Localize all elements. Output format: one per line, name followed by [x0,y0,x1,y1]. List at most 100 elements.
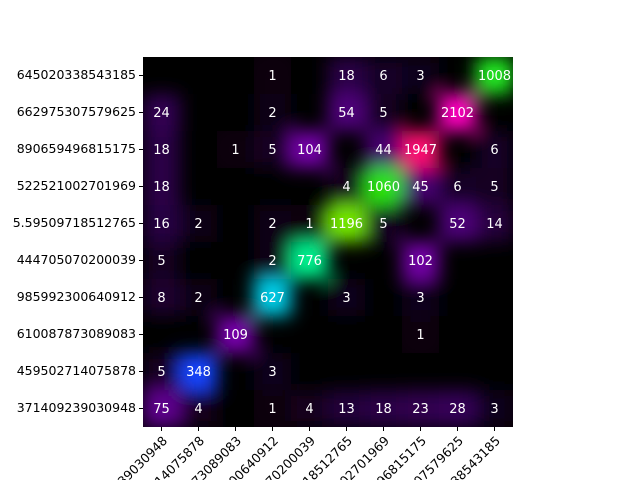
heatmap-cell [291,242,328,279]
cell-annotation: 2 [194,217,202,232]
cell-annotation: 13 [338,402,355,417]
heatmap-cell [143,242,180,279]
heatmap-cell [439,94,476,131]
heatmap-cell [254,279,291,316]
heatmap-cell [180,205,217,242]
heatmap-cell [254,353,291,390]
heatmap-cell [402,316,439,353]
cell-annotation: 52 [449,217,466,232]
y-tick-label: 522521002701969 [17,178,136,193]
heatmap-cell [365,57,402,94]
cell-annotation: 4 [342,180,350,195]
cell-annotation: 3 [268,365,276,380]
cell-annotation: 44 [375,143,392,158]
heatmap-cell [402,57,439,94]
heatmap-cell [328,57,365,94]
heatmap-cell [143,390,180,427]
cell-annotation: 109 [223,328,248,343]
heatmap-cell [328,168,365,205]
heatmap-cell [143,131,180,168]
y-tick-label: 662975307579625 [17,104,136,119]
cell-annotation: 1947 [404,143,437,158]
heatmap-cell [328,205,365,242]
cell-annotation: 16 [153,217,170,232]
cell-annotation: 1 [231,143,239,158]
heatmap-cell [254,131,291,168]
cell-annotation: 1196 [330,217,363,232]
y-tick-label: 5.59509718512765 [13,215,136,230]
cell-annotation: 2 [268,254,276,269]
cell-annotation: 5 [379,217,387,232]
cell-annotation: 5 [379,106,387,121]
heatmap-cell [365,168,402,205]
cell-annotation: 6 [453,180,461,195]
heatmap-cell [365,205,402,242]
cell-annotation: 18 [153,180,170,195]
cell-annotation: 5 [490,180,498,195]
cell-annotation: 1 [305,217,313,232]
cell-annotation: 8 [157,291,165,306]
cell-annotation: 5 [157,365,165,380]
heatmap-cell [476,131,513,168]
cell-annotation: 14 [486,217,503,232]
heatmap-cell [402,168,439,205]
cell-annotation: 2 [194,291,202,306]
cell-annotation: 1 [268,69,276,84]
heatmap-cell [143,168,180,205]
y-tick-label: 890659496815175 [17,141,136,156]
heatmap-cell [291,390,328,427]
cell-annotation: 54 [338,106,355,121]
heatmap-cell [254,242,291,279]
heatmap-cell [402,390,439,427]
cell-annotation: 5 [157,254,165,269]
cell-annotation: 24 [153,106,170,121]
cell-annotation: 1060 [367,180,400,195]
cell-annotation: 18 [375,402,392,417]
cell-annotation: 5 [268,143,276,158]
heatmap-cell [143,353,180,390]
heatmap-cell [217,131,254,168]
heatmap-cell [217,316,254,353]
heatmap-cell [476,205,513,242]
cell-annotation: 6 [490,143,498,158]
heatmap-cell [439,390,476,427]
heatmap-cells [143,57,513,427]
y-tick-label: 459502714075878 [17,363,136,378]
cell-annotation: 18 [153,143,170,158]
cell-annotation: 23 [412,402,429,417]
cell-annotation: 4 [305,402,313,417]
cell-annotation: 45 [412,180,429,195]
heatmap-cell [328,390,365,427]
cell-annotation: 1 [268,402,276,417]
cell-annotation: 3 [490,402,498,417]
cell-annotation: 627 [260,291,285,306]
cell-annotation: 776 [297,254,322,269]
y-tick-label: 985992300640912 [17,289,136,304]
cell-annotation: 348 [186,365,211,380]
heatmap-cell [254,205,291,242]
heatmap-cell [254,390,291,427]
heatmap-cell [365,94,402,131]
cell-annotation: 3 [416,69,424,84]
y-tick-label: 610087873089083 [17,326,136,341]
cell-annotation: 18 [338,69,355,84]
heatmap-cell [180,279,217,316]
cell-annotation: 2 [268,106,276,121]
cell-annotation: 1 [416,328,424,343]
heatmap-cell [143,279,180,316]
heatmap-cell [439,168,476,205]
cell-annotation: 102 [408,254,433,269]
y-tick-label: 645020338543185 [17,67,136,82]
heatmap-cell [476,168,513,205]
heatmap-cell [291,131,328,168]
heatmap-cell [439,205,476,242]
y-tick-label: 371409239030948 [17,400,136,415]
cell-annotation: 28 [449,402,466,417]
heatmap-cell [365,131,402,168]
heatmap-cell [328,94,365,131]
heatmap-cell [365,390,402,427]
cell-annotation: 3 [416,291,424,306]
heatmap-cell [402,279,439,316]
heatmap-cell [328,279,365,316]
